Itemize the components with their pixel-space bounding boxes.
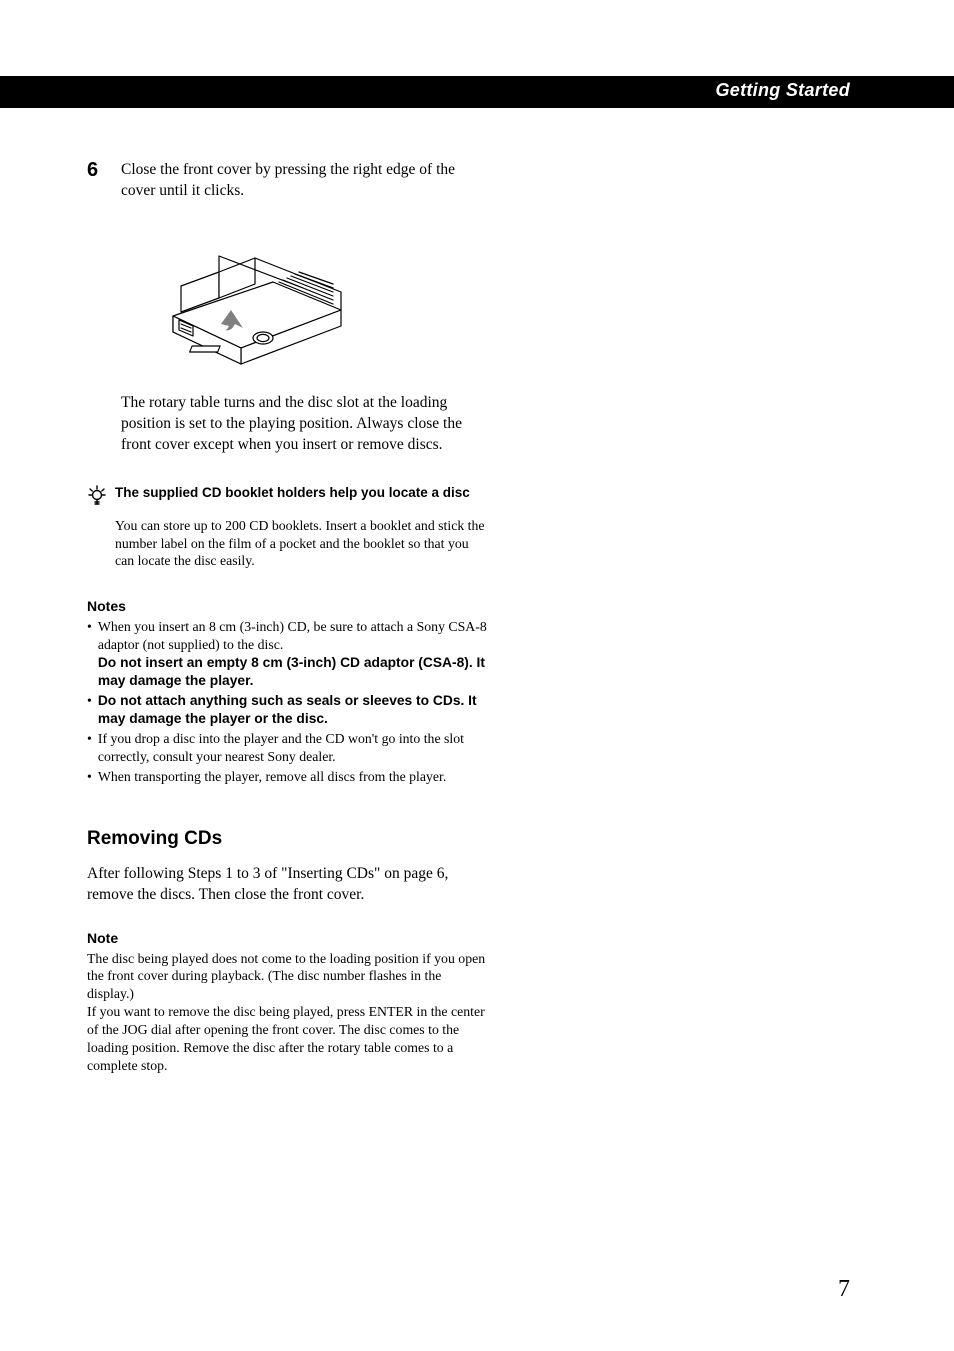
list-item: • When transporting the player, remove a… [87, 768, 487, 786]
list-item: • If you drop a disc into the player and… [87, 730, 487, 766]
notes-list: • When you insert an 8 cm (3-inch) CD, b… [87, 618, 487, 785]
notes-heading: Notes [87, 598, 487, 614]
note-bold: Do not attach anything such as seals or … [98, 692, 487, 728]
lightbulb-icon [87, 484, 109, 511]
tip-block: The supplied CD booklet holders help you… [87, 484, 487, 511]
step-6: 6 Close the front cover by pressing the … [87, 160, 487, 202]
list-item: • When you insert an 8 cm (3-inch) CD, b… [87, 618, 487, 690]
tip-heading: The supplied CD booklet holders help you… [115, 484, 487, 511]
cd-player-illustration [135, 220, 487, 375]
tip-body: You can store up to 200 CD booklets. Ins… [115, 517, 487, 571]
section-title: Getting Started [715, 80, 850, 101]
note-bold: Do not insert an empty 8 cm (3-inch) CD … [98, 655, 485, 688]
note-text: If you drop a disc into the player and t… [98, 730, 487, 766]
note-body: The disc being played does not come to t… [87, 950, 487, 1075]
step-after-text: The rotary table turns and the disc slot… [121, 393, 487, 456]
note-text: When transporting the player, remove all… [98, 768, 487, 786]
step-text: Close the front cover by pressing the ri… [121, 160, 487, 202]
removing-cds-body: After following Steps 1 to 3 of "Inserti… [87, 864, 487, 906]
note-heading: Note [87, 930, 487, 946]
removing-cds-heading: Removing CDs [87, 828, 487, 850]
page-number: 7 [838, 1276, 850, 1303]
step-number: 6 [87, 160, 103, 202]
list-item: • Do not attach anything such as seals o… [87, 692, 487, 728]
note-text: When you insert an 8 cm (3-inch) CD, be … [98, 619, 487, 652]
